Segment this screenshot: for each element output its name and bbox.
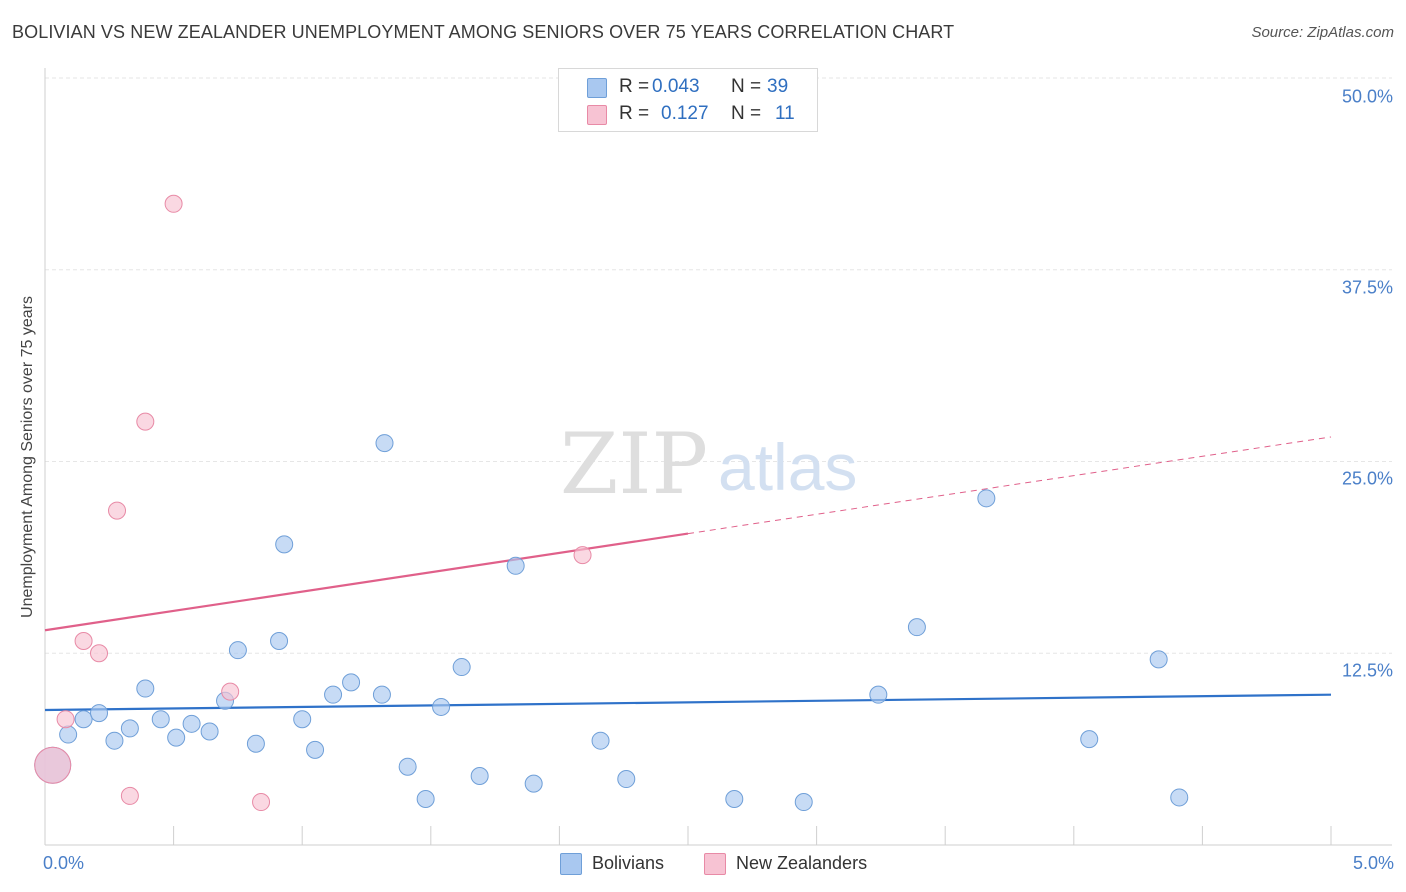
- point-new-zealanders: [164, 194, 183, 213]
- point-bolivians: [1080, 730, 1099, 749]
- legend-r-label: R =: [619, 103, 650, 124]
- point-bolivians: [200, 722, 219, 741]
- point-new-zealanders: [120, 786, 139, 805]
- x-tick-label: 0.0%: [43, 853, 85, 873]
- point-bolivians: [182, 714, 201, 733]
- point-new-zealanders: [90, 644, 109, 663]
- point-bolivians: [372, 685, 391, 704]
- point-bolivians: [151, 710, 170, 729]
- legend-r-value: 0.043: [652, 76, 700, 97]
- point-bolivians: [342, 673, 361, 692]
- bottom-legend-label-bolivians: Bolivians: [592, 853, 665, 873]
- legend-n-label: N =: [731, 76, 762, 97]
- point-bolivians: [105, 731, 124, 750]
- point-bolivians: [120, 719, 139, 738]
- point-bolivians: [398, 757, 417, 776]
- point-bolivians: [907, 618, 926, 637]
- correlation-legend: R = 0.043 N = 39 R = 0.127 N = 11: [558, 68, 818, 132]
- point-bolivians: [74, 710, 93, 729]
- bottom-legend-label-new-zealanders: New Zealanders: [736, 853, 868, 873]
- point-bolivians: [324, 685, 343, 704]
- y-tick-label: 50.0%: [1341, 86, 1393, 107]
- point-bolivians: [90, 704, 109, 723]
- watermark-atlas: atlas: [718, 430, 857, 504]
- y-tick-label: 37.5%: [1341, 277, 1393, 298]
- point-bolivians: [452, 658, 471, 677]
- point-bolivians: [1149, 650, 1168, 669]
- legend-swatch-bolivians: [587, 78, 607, 98]
- point-new-zealanders: [221, 682, 240, 701]
- point-bolivians: [306, 740, 325, 759]
- point-new-zealanders: [56, 710, 75, 729]
- point-new-zealanders: [136, 412, 155, 431]
- point-bolivians: [869, 685, 888, 704]
- point-bolivians: [591, 731, 610, 750]
- chart-source: Source: ZipAtlas.com: [1251, 24, 1394, 41]
- x-tick-label: 5.0%: [1352, 853, 1394, 873]
- point-bolivians: [270, 631, 289, 650]
- legend-n-label: N =: [731, 103, 762, 124]
- legend-swatch-new-zealanders: [587, 105, 607, 125]
- point-bolivians: [977, 489, 996, 508]
- point-bolivians: [136, 679, 155, 698]
- point-bolivians: [1170, 788, 1189, 807]
- point-bolivians: [432, 697, 451, 716]
- point-bolivians: [617, 770, 636, 789]
- point-bolivians: [375, 434, 394, 453]
- chart-title: BOLIVIAN VS NEW ZEALANDER UNEMPLOYMENT A…: [12, 22, 955, 42]
- point-bolivians: [470, 766, 489, 785]
- point-new-zealanders: [34, 746, 72, 784]
- legend-row-new-zealanders: R = 0.127 N = 11: [559, 101, 817, 127]
- legend-r-label: R =: [619, 76, 650, 97]
- point-bolivians: [524, 774, 543, 793]
- trend-line-new-zealanders-dashed: [687, 436, 1332, 535]
- point-bolivians: [794, 793, 813, 812]
- trend-line-bolivians: [44, 693, 1332, 712]
- point-bolivians: [416, 789, 435, 808]
- bottom-legend-swatch-bolivians: [560, 853, 582, 875]
- y-tick-label: 12.5%: [1341, 660, 1393, 681]
- bottom-legend-swatch-new-zealanders: [704, 853, 726, 875]
- point-bolivians: [293, 710, 312, 729]
- legend-row-bolivians: R = 0.043 N = 39: [559, 74, 817, 100]
- trend-line-new-zealanders: [44, 532, 689, 632]
- watermark-zip: ZIP: [560, 415, 708, 513]
- point-bolivians: [59, 725, 78, 744]
- legend-n-value: 11: [775, 103, 795, 124]
- point-new-zealanders: [74, 631, 93, 650]
- point-bolivians: [275, 535, 294, 554]
- point-bolivians: [246, 734, 265, 753]
- point-new-zealanders: [108, 501, 127, 520]
- point-new-zealanders: [252, 793, 271, 812]
- point-bolivians: [167, 728, 186, 747]
- point-bolivians: [506, 556, 525, 575]
- legend-n-value: 39: [767, 76, 789, 97]
- point-bolivians: [228, 641, 247, 660]
- y-tick-label: 25.0%: [1341, 468, 1393, 489]
- legend-r-value: 0.127: [661, 103, 709, 124]
- point-bolivians: [725, 789, 744, 808]
- point-new-zealanders: [573, 546, 592, 565]
